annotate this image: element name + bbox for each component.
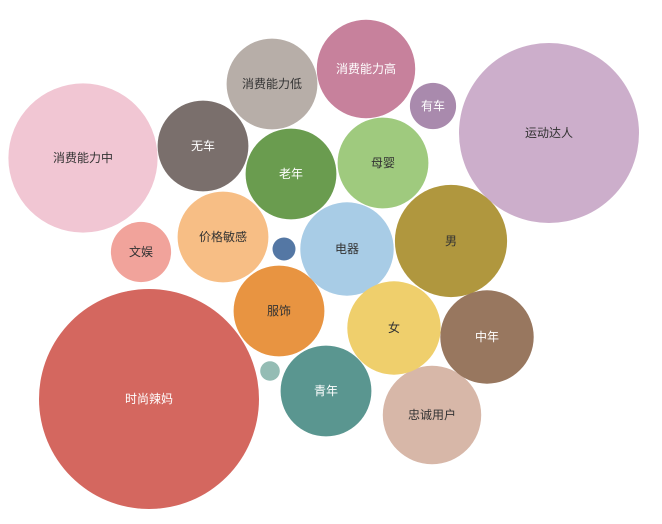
bubble-忠诚用户[interactable]: 忠诚用户 — [382, 365, 482, 465]
bubble-unlabeled-18[interactable] — [272, 237, 296, 261]
bubble-circle[interactable] — [177, 191, 269, 283]
bubble-circle[interactable] — [394, 184, 508, 298]
bubble-消费能力低[interactable]: 消费能力低 — [226, 38, 318, 130]
bubble-circle[interactable] — [226, 38, 318, 130]
bubble-文娱[interactable]: 文娱 — [110, 221, 172, 283]
bubble-无车[interactable]: 无车 — [157, 100, 249, 192]
bubble-circle[interactable] — [39, 289, 259, 509]
bubble-circle[interactable] — [233, 265, 325, 357]
bubble-中年[interactable]: 中年 — [440, 290, 534, 384]
bubble-circle[interactable] — [382, 365, 482, 465]
bubble-运动达人[interactable]: 运动达人 — [459, 43, 639, 223]
bubble-价格敏感[interactable]: 价格敏感 — [177, 191, 269, 283]
bubble-circle[interactable] — [280, 345, 372, 437]
bubble-circle[interactable] — [110, 221, 172, 283]
bubble-circle[interactable] — [157, 100, 249, 192]
bubble-母婴[interactable]: 母婴 — [337, 117, 429, 209]
bubble-服饰[interactable]: 服饰 — [233, 265, 325, 357]
bubble-消费能力中[interactable]: 消费能力中 — [8, 83, 158, 233]
bubble-circle[interactable] — [347, 281, 441, 375]
bubble-老年[interactable]: 老年 — [245, 128, 337, 220]
bubble-有车[interactable]: 有车 — [409, 82, 457, 130]
bubble-circle[interactable] — [8, 83, 158, 233]
bubble-circle[interactable] — [316, 19, 416, 119]
bubble-circle[interactable] — [409, 82, 457, 130]
bubble-circle[interactable] — [260, 361, 280, 381]
bubble-circle[interactable] — [337, 117, 429, 209]
bubble-circle[interactable] — [272, 237, 296, 261]
bubble-男[interactable]: 男 — [394, 184, 508, 298]
bubble-circle[interactable] — [440, 290, 534, 384]
bubble-circle[interactable] — [245, 128, 337, 220]
bubble-circle[interactable] — [459, 43, 639, 223]
bubble-消费能力高[interactable]: 消费能力高 — [316, 19, 416, 119]
bubble-电器[interactable]: 电器 — [300, 202, 394, 296]
bubble-时尚辣妈[interactable]: 时尚辣妈 — [39, 289, 259, 509]
bubble-青年[interactable]: 青年 — [280, 345, 372, 437]
bubble-unlabeled-19[interactable] — [260, 361, 280, 381]
bubble-circle[interactable] — [300, 202, 394, 296]
bubble-女[interactable]: 女 — [347, 281, 441, 375]
